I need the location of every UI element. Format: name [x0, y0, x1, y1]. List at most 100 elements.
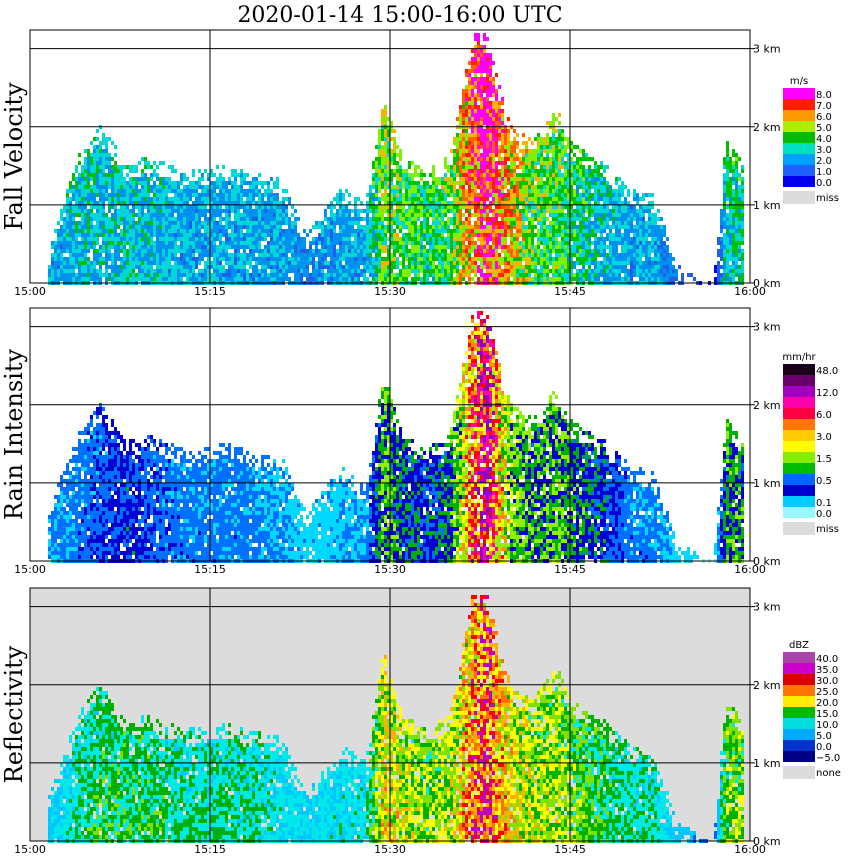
echo-cell [423, 257, 426, 261]
echo-cell [174, 277, 177, 281]
echo-cell [369, 237, 372, 241]
echo-cell [285, 189, 288, 193]
echo-cell [180, 261, 183, 265]
echo-cell [372, 205, 375, 209]
echo-cell [120, 201, 123, 205]
echo-cell [486, 61, 489, 65]
echo-cell [120, 237, 123, 241]
echo-cell [111, 165, 114, 169]
echo-cell [372, 201, 375, 205]
echo-cell [558, 257, 561, 261]
echo-cell [372, 233, 375, 237]
echo-cell [522, 197, 525, 201]
echo-cell [84, 249, 87, 253]
echo-cell [186, 261, 189, 265]
echo-cell [453, 177, 456, 181]
echo-cell [81, 273, 84, 277]
echo-cell [543, 225, 546, 229]
echo-cell [294, 277, 297, 281]
echo-cell [219, 181, 222, 185]
echo-cell [186, 177, 189, 181]
echo-cell [120, 265, 123, 269]
echo-cell [474, 37, 477, 41]
echo-cell [114, 237, 117, 241]
echo-cell [252, 233, 255, 237]
echo-cell [423, 253, 426, 257]
echo-cell [411, 233, 414, 237]
echo-cell [507, 205, 510, 209]
echo-cell [372, 209, 375, 213]
echo-cell [348, 261, 351, 265]
echo-cell [483, 229, 486, 233]
echo-cell [138, 253, 141, 257]
echo-cell [408, 177, 411, 181]
echo-cell [261, 229, 264, 233]
echo-cell [336, 257, 339, 261]
echo-cell [294, 225, 297, 229]
echo-cell [219, 249, 222, 253]
echo-cell [78, 229, 81, 233]
echo-cell [156, 165, 159, 169]
echo-cell [546, 265, 549, 269]
echo-cell [498, 237, 501, 241]
echo-cell [153, 249, 156, 253]
echo-cell [465, 97, 468, 101]
echo-cell [375, 253, 378, 257]
echo-cell [525, 233, 528, 237]
echo-cell [69, 189, 72, 193]
echo-cell [96, 189, 99, 193]
echo-cell [561, 221, 564, 225]
echo-cell [162, 245, 165, 249]
echo-cell [393, 209, 396, 213]
echo-cell [72, 209, 75, 213]
echo-cell [501, 181, 504, 185]
echo-cell [213, 261, 216, 265]
echo-cell [540, 149, 543, 153]
echo-cell [120, 205, 123, 209]
echo-cell [552, 129, 555, 133]
echo-cell [357, 253, 360, 257]
echo-cell [276, 237, 279, 241]
echo-cell [111, 205, 114, 209]
echo-cell [456, 181, 459, 185]
echo-cell [495, 265, 498, 269]
echo-cell [492, 157, 495, 161]
echo-cell [432, 241, 435, 245]
echo-cell [90, 197, 93, 201]
echo-cell [474, 185, 477, 189]
echo-cell [483, 61, 486, 65]
echo-cell [549, 169, 552, 173]
echo-cell [363, 261, 366, 265]
echo-cell [237, 193, 240, 197]
echo-cell [87, 197, 90, 201]
echo-cell [84, 237, 87, 241]
echo-cell [555, 261, 558, 265]
echo-cell [231, 169, 234, 173]
echo-cell [180, 189, 183, 193]
echo-cell [75, 225, 78, 229]
echo-cell [183, 177, 186, 181]
echo-cell [528, 237, 531, 241]
echo-cell [450, 265, 453, 269]
echo-cell [528, 181, 531, 185]
echo-cell [450, 249, 453, 253]
echo-cell [414, 257, 417, 261]
echo-cell [495, 185, 498, 189]
echo-cell [186, 237, 189, 241]
echo-cell [315, 225, 318, 229]
echo-cell [186, 197, 189, 201]
echo-cell [468, 237, 471, 241]
echo-cell [183, 225, 186, 229]
echo-cell [558, 161, 561, 165]
echo-cell [345, 237, 348, 241]
echo-cell [93, 245, 96, 249]
echo-cell [444, 245, 447, 249]
echo-cell [363, 269, 366, 273]
echo-cell [138, 241, 141, 245]
echo-cell [201, 241, 204, 245]
echo-cell [540, 141, 543, 145]
echo-cell [171, 217, 174, 221]
echo-cell [561, 181, 564, 185]
echo-cell [456, 169, 459, 173]
echo-cell [234, 269, 237, 273]
